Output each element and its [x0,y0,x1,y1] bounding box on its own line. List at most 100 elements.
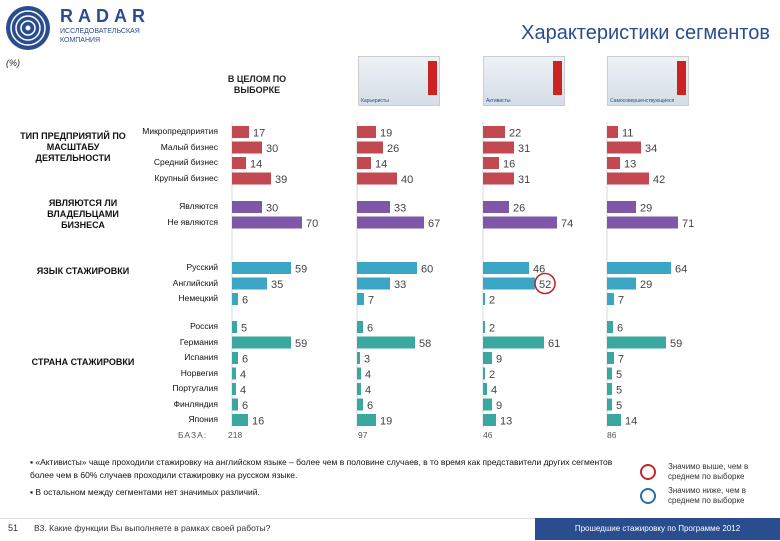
bar [607,277,636,290]
data-label: 59 [670,338,682,350]
significance-legend: Значимо выше, чем в среднем по выборке З… [640,462,780,510]
base-segment-2: 46 [483,430,493,440]
data-label: 5 [616,369,622,381]
bar [232,321,237,333]
legend-item-below: Значимо ниже, чем в среднем по выборке [640,486,780,510]
bar [232,367,236,380]
bar [232,141,262,154]
segment-3-thumbnail: Самосовершенствующиеся [607,56,689,106]
data-label: 3 [364,354,370,366]
legend-text-below: Значимо ниже, чем в среднем по выборке [668,486,747,505]
unit-label: (%) [6,58,20,68]
data-label: 5 [616,385,622,397]
bar [357,367,361,380]
base-label: БАЗА: [178,430,208,440]
circle-red-icon [640,464,656,480]
bar [232,293,238,305]
segment-2-thumbnail: Активисты [483,56,565,106]
bar [607,126,618,138]
segment-1-caption: Карьеристы [361,98,389,104]
bar [607,262,671,274]
data-label: 30 [266,143,278,155]
note-item: ▪ В остальном между сегментами нет значи… [30,487,260,497]
category-label: Финляндия [173,398,218,409]
bar [483,293,485,305]
bar [483,398,492,411]
bar [483,352,492,364]
data-label: 29 [640,203,652,215]
segment-1-tag-icon [428,61,437,95]
data-label: 59 [295,264,307,276]
bar [483,141,514,154]
section-label-language: ЯЗЫК СТАЖИРОВКИ [36,266,130,276]
segment-1-thumbnail: Карьеристы [358,56,440,106]
bar [232,352,238,364]
bar [232,262,291,274]
data-label: 4 [365,385,371,397]
bar [607,141,641,154]
bar [607,201,636,213]
radar-logo-icon [6,6,50,50]
bar [232,201,262,213]
data-label: 2 [489,369,495,381]
data-label: 4 [240,369,246,381]
page-title: Характеристики сегментов [521,22,770,44]
bar [483,414,496,426]
bar [232,398,238,411]
bar [232,216,302,229]
data-label: 42 [653,174,665,186]
category-label: Английский [172,277,218,288]
data-label: 26 [387,143,399,155]
category-label: Россия [190,321,218,331]
category-label: Испания [184,352,218,362]
data-label: 33 [394,203,406,215]
bar [483,262,529,274]
data-label: 11 [622,128,633,140]
data-label: 2 [489,295,495,307]
brand-subtitle: ИССЛЕДОВАТЕЛЬСКАЯ КОМПАНИЯ [60,28,140,44]
footer [0,518,780,541]
base-segment-3: 86 [607,430,617,440]
bar [607,367,612,380]
data-label: 6 [367,323,373,335]
note-text-1: «Активисты» чаще проходили стажировку на… [30,457,613,480]
data-label: 64 [675,264,687,276]
data-label: 26 [513,203,525,215]
segment-3-caption: Самосовершенствующиеся [610,98,675,104]
category-label: Крупный бизнес [154,172,218,183]
category-label: Малый бизнес [160,141,218,152]
bar [607,398,612,411]
section-label-enterprise-size: ТИП ПРЕДПРИЯТИЙ ПО МАСШТАБУ ДЕЯТЕЛЬНОСТИ [20,131,126,163]
bar [357,293,364,305]
data-label: 17 [253,128,265,140]
data-label: 59 [295,338,307,350]
data-label: 35 [271,279,283,291]
data-label: 40 [401,174,413,186]
bar [483,336,544,349]
bar [357,172,397,185]
question-text: B3. Какие функции Вы выполняете в рамках… [34,523,271,533]
data-label: 2 [489,323,495,335]
bar [357,157,371,169]
bar [483,157,499,169]
bar [357,383,361,395]
bar [232,414,248,426]
bar [232,172,271,185]
bar [357,201,390,213]
bar [607,321,613,333]
data-label: 4 [365,369,371,381]
bar [483,367,485,380]
data-label: 58 [419,338,431,350]
data-label: 7 [618,354,624,366]
bar [232,277,267,290]
bar [357,398,363,411]
bar [607,216,678,229]
bar [357,216,424,229]
category-label: Средний бизнес [153,157,218,167]
bar [357,277,390,290]
data-label: 70 [306,218,318,230]
bar [607,157,620,169]
brand-name: RADAR [60,6,150,26]
bar [483,201,509,213]
